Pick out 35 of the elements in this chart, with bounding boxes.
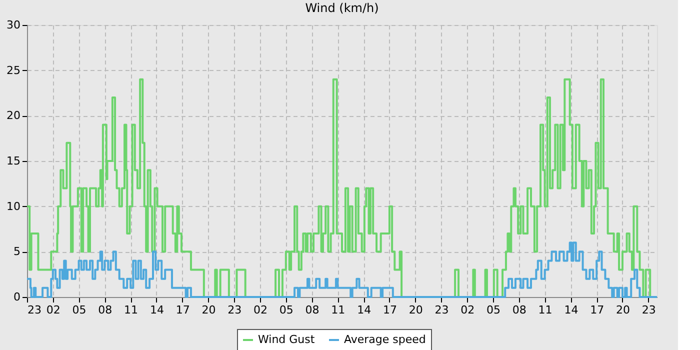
x-tick-label: 02 bbox=[460, 304, 475, 316]
y-tick-label: 5 bbox=[14, 245, 20, 258]
x-tick-label: 23 bbox=[642, 304, 656, 316]
x-tick-label: 02 bbox=[254, 304, 268, 316]
x-tick-label: 05 bbox=[486, 304, 501, 316]
x-tick-label: 17 bbox=[382, 304, 397, 316]
x-tick-label: 20 bbox=[408, 304, 423, 316]
y-tick-label: 25 bbox=[6, 64, 20, 77]
x-tick-label: 17 bbox=[176, 304, 190, 316]
chart-title: Wind (km/h) bbox=[305, 1, 379, 15]
x-tick-label: 14 bbox=[564, 304, 578, 316]
x-tick-label: 11 bbox=[538, 304, 552, 316]
y-tick-label: 30 bbox=[6, 18, 20, 32]
x-tick-label: 05 bbox=[279, 304, 294, 316]
x-tick-label: 08 bbox=[305, 304, 320, 316]
x-tick-label: 05 bbox=[72, 304, 86, 316]
x-tick-label: 08 bbox=[512, 304, 526, 316]
x-tick-label: 23 bbox=[228, 304, 242, 316]
x-tick-label: 23 bbox=[434, 304, 449, 316]
x-tick-label: 20 bbox=[202, 304, 216, 316]
y-tick-label: 0 bbox=[14, 290, 20, 304]
legend-label: Wind Gust bbox=[258, 333, 316, 346]
x-tick-label: 11 bbox=[124, 304, 138, 316]
x-tick-label: 14 bbox=[150, 304, 164, 316]
legend-label: Average speed bbox=[344, 333, 426, 346]
y-tick-label: 20 bbox=[6, 109, 20, 122]
x-tick-label: 17 bbox=[590, 304, 604, 316]
x-tick-label: 20 bbox=[616, 304, 630, 316]
x-tick-label: 02 bbox=[46, 304, 60, 316]
y-tick-label: 15 bbox=[6, 154, 20, 168]
y-tick-label: 10 bbox=[6, 200, 20, 213]
x-tick-label: 14 bbox=[357, 304, 372, 316]
x-tick-label: 08 bbox=[98, 304, 112, 316]
x-tick-label: 11 bbox=[331, 304, 346, 316]
x-tick-label: 23 bbox=[28, 304, 42, 316]
